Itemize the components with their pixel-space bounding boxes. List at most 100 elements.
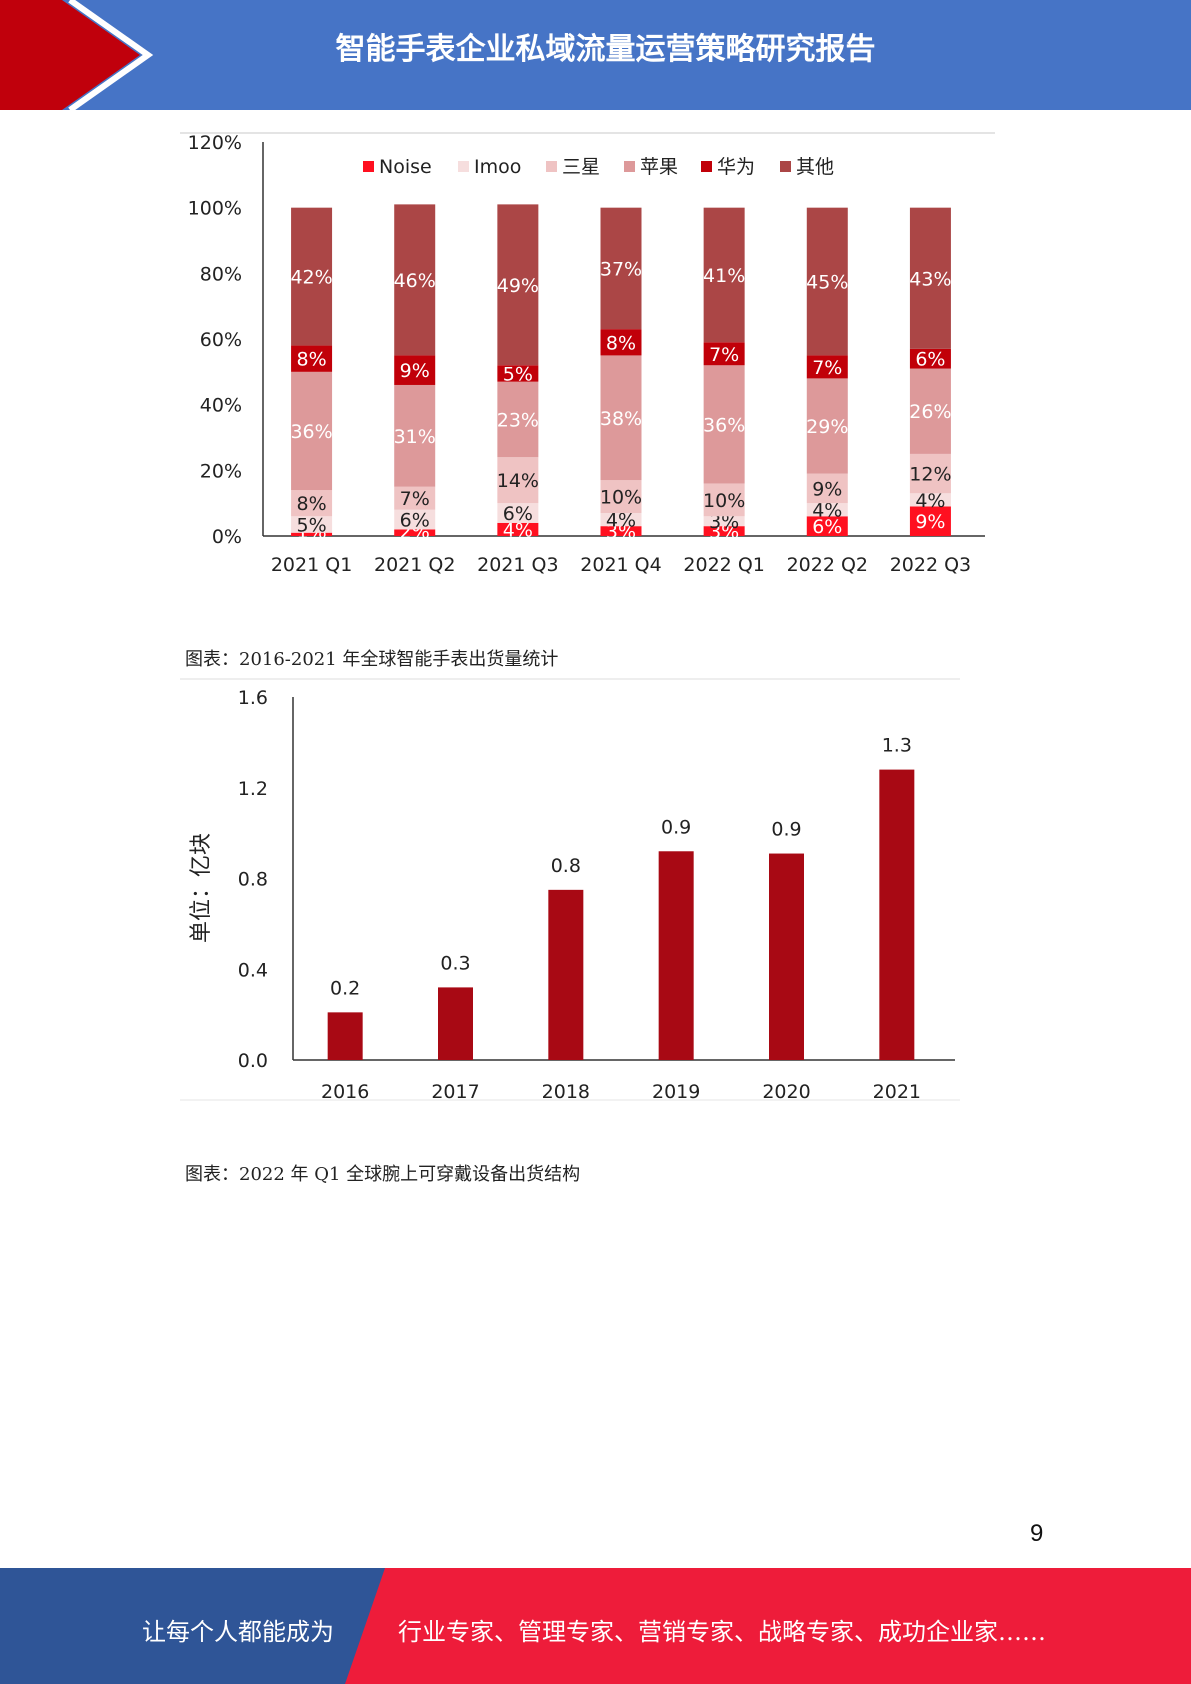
header-white-chevron	[68, 0, 154, 110]
chart1-legend-label: Imoo	[474, 156, 521, 178]
chart1-bar-segment	[394, 486, 436, 510]
chart1-bar-segment	[909, 453, 951, 494]
chart1-bar-segment	[806, 516, 848, 536]
chart1-bar-segment	[497, 457, 539, 504]
chart1-data-label: 5%	[503, 363, 533, 385]
chart1-bar-segment	[291, 516, 333, 533]
chart1-x-tick-label: 2022 Q1	[683, 554, 764, 576]
chart1-bar-segment	[703, 516, 745, 527]
chart1-bar-segment	[291, 490, 333, 517]
chart1-data-label: 3%	[709, 511, 739, 533]
chart1-data-label: 6%	[812, 516, 842, 538]
chart1-data-label: 46%	[394, 270, 436, 292]
chart1-data-label: 10%	[703, 490, 745, 512]
page-footer	[0, 1568, 1191, 1684]
page-number: 9	[1030, 1520, 1044, 1547]
chart2-x-tick-label: 2016	[321, 1081, 369, 1103]
chart2-bar	[879, 769, 915, 1060]
footer-slogan-right: 行业专家、管理专家、营销专家、战略专家、成功企业家……	[398, 1618, 1046, 1646]
chart1-y-tick-label: 100%	[188, 198, 242, 220]
chart1-data-label: 8%	[296, 493, 326, 515]
chart2-x-tick-label: 2021	[873, 1081, 921, 1103]
chart1-bar-segment	[291, 371, 333, 491]
chart1-data-label: 49%	[497, 275, 539, 297]
footer-slogan-left: 让每个人都能成为	[142, 1618, 334, 1646]
chart1-data-label: 5%	[296, 515, 326, 537]
chart1-bar-segment	[600, 480, 642, 514]
page-title: 智能手表企业私域流量运营策略研究报告	[335, 32, 876, 67]
stacked-bar-chart: 0%20%40%60%80%100%120%1%5%8%36%8%42%2021…	[180, 132, 995, 576]
chart1-data-label: 29%	[806, 416, 848, 438]
chart1-data-label: 7%	[709, 344, 739, 366]
chart1-data-label: 42%	[290, 267, 332, 289]
chart2-y-tick-label: 0.8	[238, 869, 268, 891]
chart1-data-label: 6%	[400, 510, 430, 532]
chart1-bar-segment	[600, 355, 642, 481]
chart1-bar-segment	[394, 509, 436, 530]
chart2-caption: 图表：2016-2021 年全球智能手表出货量统计	[185, 649, 559, 670]
chart1-data-label: 8%	[606, 332, 636, 354]
chart1-data-label: 6%	[915, 349, 945, 371]
chart2-y-tick-label: 0.4	[238, 959, 268, 981]
chart1-data-label: 3%	[709, 521, 739, 543]
chart1-bar-segment	[703, 365, 745, 484]
chart1-legend-label: 其他	[796, 156, 834, 178]
chart1-data-label: 4%	[503, 519, 533, 541]
chart1-data-label: 37%	[600, 258, 642, 280]
chart2-bar	[769, 853, 804, 1060]
chart1-data-label: 36%	[290, 421, 332, 443]
chart1-bar-segment	[497, 204, 539, 366]
chart1-bar-segment	[394, 355, 436, 385]
chart1-bar-segment	[806, 355, 848, 379]
chart1-data-label: 43%	[909, 268, 951, 290]
chart1-data-label: 14%	[497, 470, 539, 492]
chart1-legend-swatch	[701, 161, 712, 172]
chart1-bar-segment	[600, 329, 642, 356]
chart2-bar	[658, 851, 694, 1060]
chart2-data-label: 0.9	[771, 819, 801, 841]
chart1-x-tick-label: 2021 Q3	[477, 554, 558, 576]
chart2-data-label: 1.3	[882, 735, 912, 757]
chart1-legend-swatch	[458, 161, 469, 172]
chart1-bar-segment	[909, 348, 951, 369]
chart2-y-tick-label: 1.6	[238, 687, 268, 709]
chart2-bar	[438, 987, 473, 1060]
chart1-data-label: 23%	[497, 409, 539, 431]
chart1-legend-label: Noise	[379, 156, 432, 178]
chart1-legend-label: 苹果	[640, 156, 678, 178]
chart1-bar-segment	[806, 473, 848, 504]
chart1-data-label: 31%	[394, 426, 436, 448]
chart1-data-label: 9%	[915, 511, 945, 533]
chart1-bar-segment	[394, 204, 436, 356]
chart1-x-tick-label: 2022 Q3	[890, 554, 971, 576]
chart1-bar-segment	[394, 384, 436, 487]
chart1-bar-segment	[497, 365, 539, 382]
chart1-bar-segment	[497, 522, 539, 536]
chart1-data-label: 7%	[812, 357, 842, 379]
chart2-y-tick-label: 1.2	[238, 778, 268, 800]
chart1-data-label: 10%	[600, 487, 642, 509]
chart1-bar-segment	[600, 513, 642, 527]
chart1-data-label: 3%	[606, 521, 636, 543]
chart2-x-tick-label: 2018	[542, 1081, 590, 1103]
chart1-legend-swatch	[546, 161, 557, 172]
chart2-y-tick-label: 0.0	[238, 1050, 268, 1072]
chart1-y-tick-label: 0%	[212, 526, 242, 548]
chart2-y-axis-title: 单位：亿块	[189, 833, 214, 943]
chart1-y-tick-label: 60%	[200, 329, 242, 351]
chart1-bar-segment	[600, 526, 642, 536]
header-red-arrow	[0, 0, 140, 110]
chart1-bar-segment	[291, 345, 333, 372]
chart2-x-tick-label: 2019	[652, 1081, 700, 1103]
chart1-legend-swatch	[624, 161, 635, 172]
chart2-bar	[548, 889, 584, 1060]
chart1-bar-segment	[703, 342, 745, 366]
chart1-bar-segment	[806, 378, 848, 474]
chart1-x-tick-label: 2021 Q4	[580, 554, 661, 576]
chart1-data-label: 4%	[915, 490, 945, 512]
chart1-data-label: 7%	[400, 488, 430, 510]
chart1-bar-segment	[394, 529, 436, 536]
chart1-data-label: 4%	[812, 500, 842, 522]
footer-blue-band	[0, 1568, 385, 1684]
chart1-legend-swatch	[780, 161, 791, 172]
